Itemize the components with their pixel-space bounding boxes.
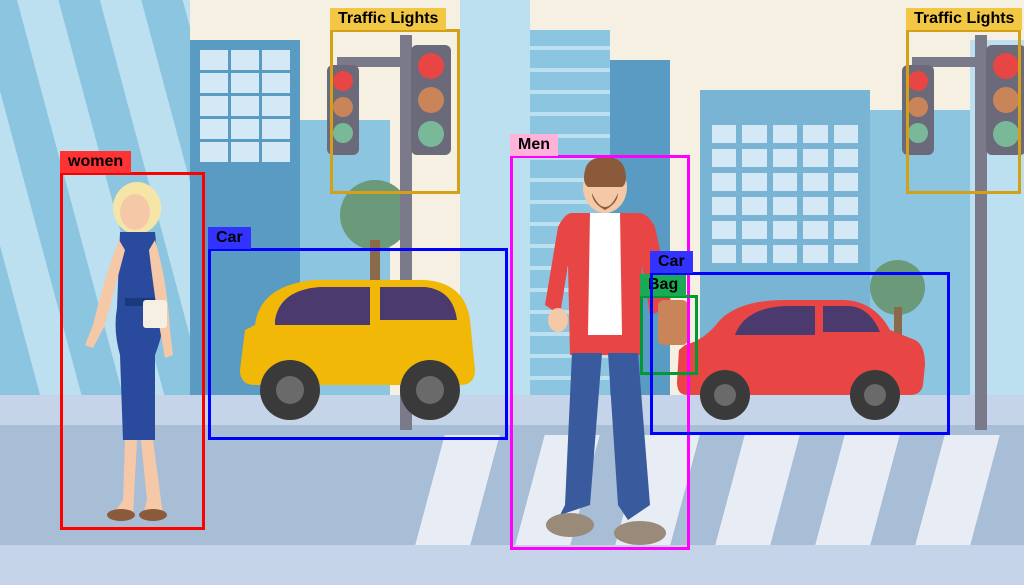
bbox-label-traffic-lights-left: Traffic Lights — [330, 8, 446, 30]
bbox-traffic-lights-right: Traffic Lights — [906, 29, 1021, 194]
bbox-label-men: Men — [510, 134, 558, 156]
sidewalk-front — [0, 545, 1024, 585]
bbox-car-red: Car — [650, 272, 950, 435]
bbox-car-yellow: Car — [208, 248, 508, 440]
scene-root: womenCarTraffic LightsMenBagCarTraffic L… — [0, 0, 1024, 576]
bbox-traffic-lights-left: Traffic Lights — [330, 29, 460, 194]
bbox-label-car-yellow: Car — [208, 227, 251, 249]
bbox-women: women — [60, 172, 205, 530]
bbox-label-car-red: Car — [650, 251, 693, 273]
bbox-label-women: women — [60, 151, 131, 173]
bbox-label-traffic-lights-right: Traffic Lights — [906, 8, 1022, 30]
